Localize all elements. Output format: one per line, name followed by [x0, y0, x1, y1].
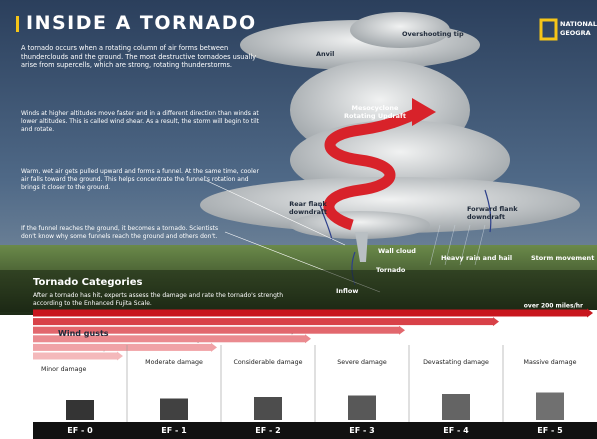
label-line: Forward flank [467, 205, 518, 213]
title-accent [16, 16, 19, 32]
note: If the funnel reaches the ground, it bec… [21, 225, 221, 241]
note: Winds at higher altitudes move faster an… [21, 110, 261, 133]
note: Warm, wet air gets pulled upward and for… [21, 168, 261, 191]
categories-title: Tornado Categories [33, 276, 142, 289]
wind-arrow [33, 353, 117, 360]
ef-label: EF - 0 [67, 426, 93, 435]
label-overshooting-tip: Overshooting tip [402, 30, 464, 38]
damage-label: Massive damage [524, 359, 577, 366]
label-wall-cloud: Wall cloud [378, 247, 416, 255]
damage-icon [442, 394, 470, 420]
label-line: Rear flank [289, 200, 327, 208]
infographic: 65-85 miles/hrMinor damageEF - 086-110 m… [0, 0, 597, 439]
damage-icon [160, 399, 188, 421]
wind-arrow [33, 344, 211, 351]
logo-line: NATIONAL [560, 20, 597, 29]
damage-icon [66, 400, 94, 420]
ef-label: EF - 5 [537, 426, 563, 435]
ef-label: EF - 4 [443, 426, 469, 435]
label-line: Rotating Updraft [344, 112, 406, 120]
ef-label: EF - 2 [255, 426, 280, 435]
wind-speed: over 200 miles/hr [524, 303, 583, 310]
label-inflow: Inflow [336, 287, 358, 295]
damage-icon [348, 396, 376, 421]
label-tornado: Tornado [376, 266, 405, 274]
title: INSIDE A TORNADO [26, 11, 257, 36]
ef-label: EF - 3 [349, 426, 374, 435]
label-anvil: Anvil [316, 50, 334, 58]
categories-description: After a tornado has hit, experts assess … [33, 292, 293, 308]
label-line: downdraft [289, 208, 327, 216]
ef-strip [33, 422, 597, 439]
logo-line: GEOGRA [560, 29, 597, 38]
damage-label: Considerable damage [234, 359, 303, 366]
damage-label: Severe damage [337, 359, 387, 366]
label-rain: Heavy rain and hail [441, 254, 512, 262]
damage-label: Minor damage [41, 366, 86, 373]
logo: NATIONAL GEOGRA [560, 20, 597, 38]
damage-label: Devastating damage [423, 359, 489, 366]
label-storm-movement: Storm movement [531, 254, 594, 262]
damage-label: Moderate damage [145, 359, 203, 366]
wind-label: Wind gusts [58, 329, 109, 338]
wind-arrow [33, 310, 587, 317]
label-line: downdraft [467, 213, 518, 221]
damage-icon [536, 393, 564, 421]
ef-label: EF - 1 [161, 426, 187, 435]
label-line: Mesocyclone [344, 104, 406, 112]
intro: A tornado occurs when a rotating column … [21, 44, 266, 70]
damage-icon [254, 397, 282, 420]
wind-arrow [33, 318, 493, 325]
